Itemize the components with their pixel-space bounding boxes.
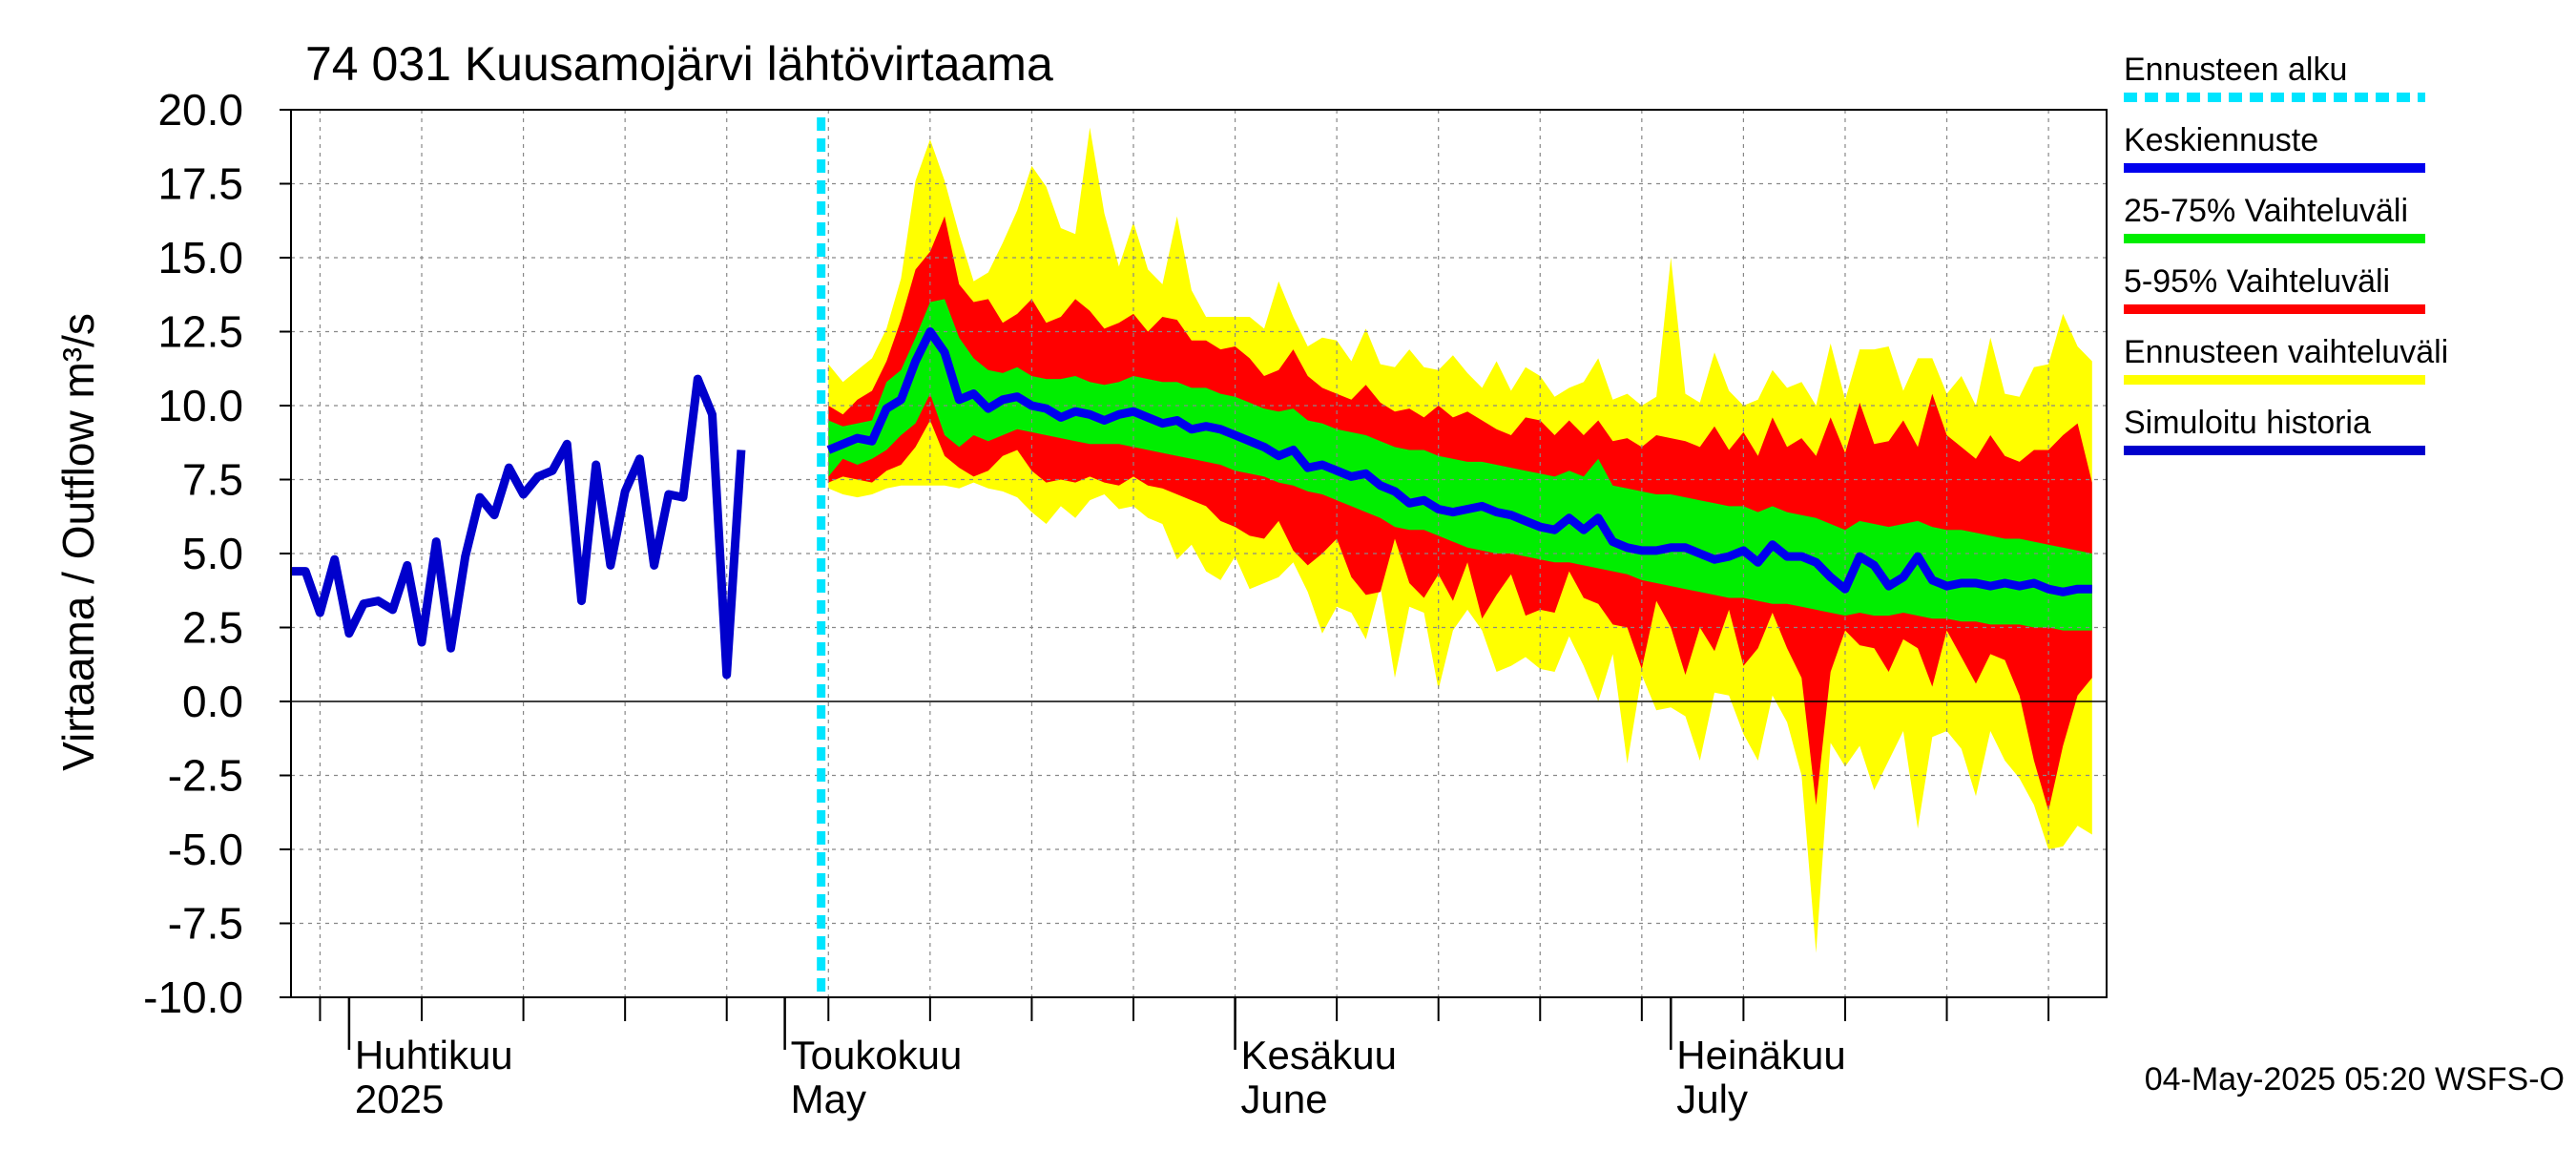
- x-month-label: Toukokuu: [791, 1033, 963, 1077]
- axes: 20.0 17.5 15.0 12.5 10.0 7.5 5.0 2.5 0.0 -2.5 -5.0…: [143, 85, 2050, 1121]
- legend-label: Keskiennuste: [2124, 122, 2318, 158]
- y-tick-label: 5.0: [182, 529, 243, 578]
- legend: Ennusteen alku Keskiennuste 25-75% Vaihtel…: [2124, 52, 2448, 455]
- y-tick-label: 15.0: [157, 233, 243, 282]
- x-month-label: Kesäkuu: [1241, 1033, 1397, 1077]
- y-tick-label: -10.0: [143, 972, 243, 1022]
- y-tick-label: -5.0: [168, 825, 243, 874]
- y-tick-label: 2.5: [182, 603, 243, 653]
- y-tick-label: -7.5: [168, 899, 243, 949]
- legend-label: Ennusteen alku: [2124, 52, 2347, 88]
- footer-timestamp: 04-May-2025 05:20 WSFS-O: [2145, 1061, 2565, 1098]
- legend-label: 5-95% Vaihteluväli: [2124, 263, 2390, 300]
- x-month-sublabel: July: [1676, 1077, 1748, 1121]
- legend-label: 25-75% Vaihteluväli: [2124, 193, 2408, 229]
- x-month-sublabel: 2025: [355, 1077, 444, 1121]
- y-tick-label: 0.0: [182, 677, 243, 726]
- median-forecast-line: [826, 327, 2092, 596]
- series-lines: [291, 117, 2092, 997]
- y-tick-label: 12.5: [157, 307, 243, 357]
- chart-title: 74 031 Kuusamojärvi lähtövirtaama: [305, 37, 1053, 91]
- x-month-label: Heinäkuu: [1676, 1033, 1845, 1077]
- x-month-sublabel: May: [791, 1077, 866, 1121]
- x-month-label: Huhtikuu: [355, 1033, 513, 1077]
- y-axis-label: Virtaama / Outflow m³/s: [53, 313, 103, 771]
- y-tick-label: 17.5: [157, 159, 243, 209]
- legend-label: Simuloitu historia: [2124, 405, 2371, 441]
- x-month-sublabel: June: [1241, 1077, 1328, 1121]
- y-tick-label: 20.0: [157, 85, 243, 135]
- y-tick-label: 7.5: [182, 455, 243, 505]
- legend-label: Ennusteen vaihteluväli: [2124, 334, 2448, 370]
- y-tick-label: 10.0: [157, 381, 243, 430]
- history-line: [291, 374, 746, 680]
- grid: [291, 110, 2107, 997]
- y-tick-label: -2.5: [168, 751, 243, 801]
